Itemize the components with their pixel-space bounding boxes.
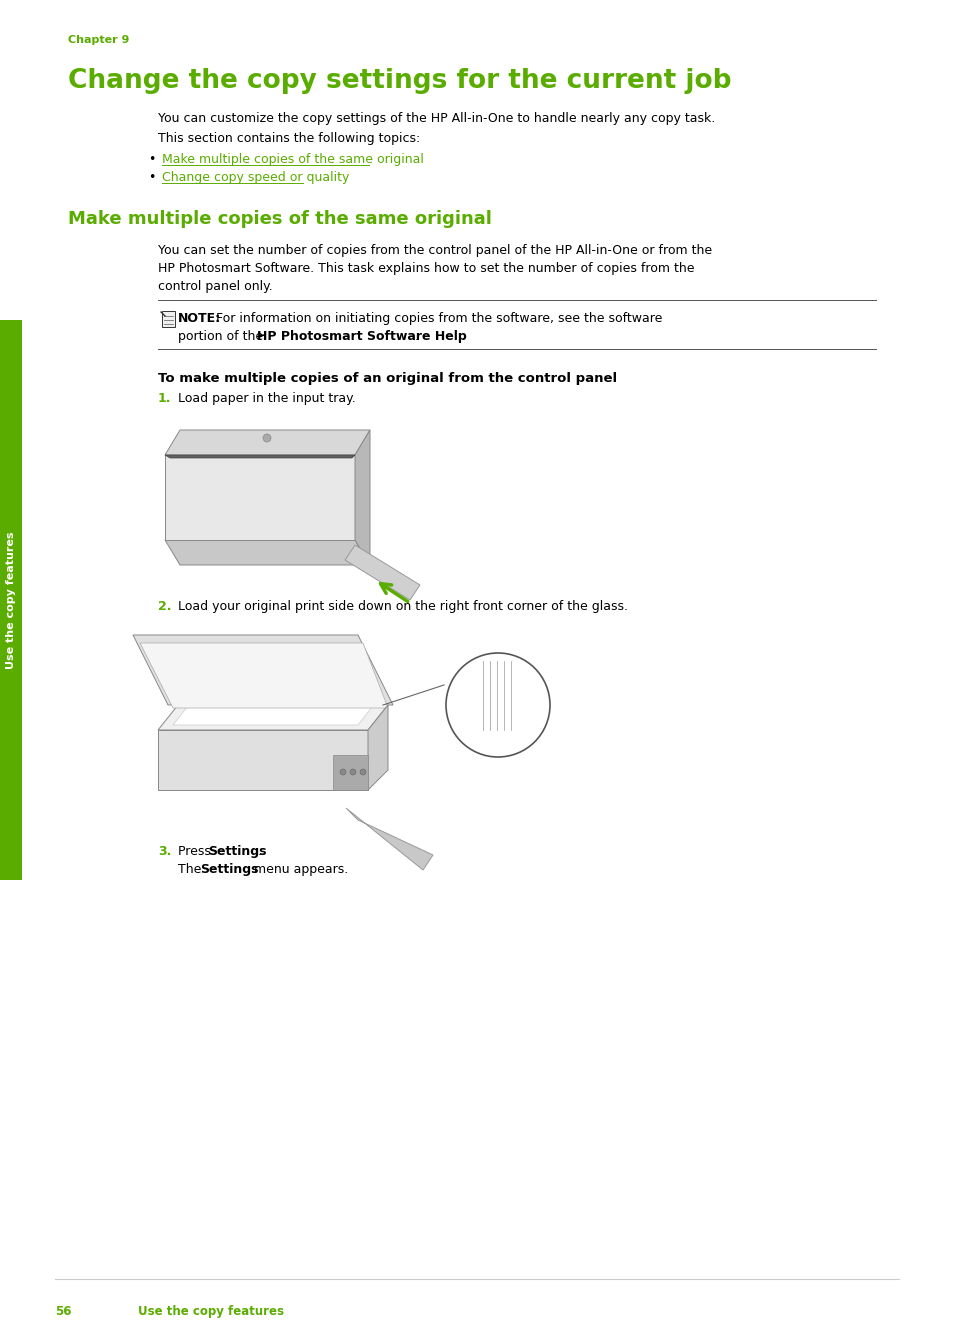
- FancyBboxPatch shape: [0, 320, 22, 880]
- Polygon shape: [140, 643, 388, 708]
- FancyBboxPatch shape: [162, 310, 174, 328]
- Polygon shape: [346, 808, 433, 871]
- Text: •: •: [148, 170, 155, 184]
- Text: This section contains the following topics:: This section contains the following topi…: [158, 132, 420, 145]
- Text: Make multiple copies of the same original: Make multiple copies of the same origina…: [68, 210, 492, 229]
- Text: For information on initiating copies from the software, see the software: For information on initiating copies fro…: [215, 312, 661, 325]
- Polygon shape: [165, 454, 355, 540]
- Text: Use the copy features: Use the copy features: [6, 531, 16, 668]
- Circle shape: [263, 435, 271, 443]
- Text: HP Photosmart Software Help: HP Photosmart Software Help: [256, 330, 466, 343]
- Text: portion of the: portion of the: [178, 330, 267, 343]
- Polygon shape: [158, 705, 388, 731]
- Polygon shape: [333, 756, 368, 790]
- Text: Use the copy features: Use the copy features: [138, 1305, 284, 1318]
- Text: The: The: [178, 863, 205, 876]
- Polygon shape: [368, 705, 388, 790]
- Text: 2.: 2.: [158, 600, 172, 613]
- Circle shape: [350, 769, 355, 775]
- Text: Settings: Settings: [200, 863, 258, 876]
- Text: menu appears.: menu appears.: [250, 863, 348, 876]
- Polygon shape: [165, 431, 370, 454]
- Text: .: .: [257, 845, 262, 859]
- Text: 3.: 3.: [158, 845, 172, 859]
- Text: Change the copy settings for the current job: Change the copy settings for the current…: [68, 67, 731, 94]
- Polygon shape: [345, 546, 419, 600]
- Text: 56: 56: [55, 1305, 71, 1318]
- Text: control panel only.: control panel only.: [158, 280, 273, 293]
- Circle shape: [339, 769, 346, 775]
- Circle shape: [359, 769, 366, 775]
- Text: Settings: Settings: [208, 845, 266, 859]
- Text: HP Photosmart Software. This task explains how to set the number of copies from : HP Photosmart Software. This task explai…: [158, 262, 694, 275]
- Text: NOTE:: NOTE:: [178, 312, 221, 325]
- Polygon shape: [132, 635, 393, 705]
- Text: Change copy speed or quality: Change copy speed or quality: [162, 170, 349, 184]
- Text: Load your original print side down on the right front corner of the glass.: Load your original print side down on th…: [178, 600, 627, 613]
- Text: Press: Press: [178, 845, 214, 859]
- Text: .: .: [415, 330, 418, 343]
- Polygon shape: [172, 701, 375, 725]
- Text: You can set the number of copies from the control panel of the HP All-in-One or : You can set the number of copies from th…: [158, 244, 711, 258]
- Polygon shape: [165, 540, 370, 565]
- Text: 1.: 1.: [158, 392, 172, 406]
- Text: To make multiple copies of an original from the control panel: To make multiple copies of an original f…: [158, 373, 617, 384]
- Circle shape: [446, 653, 550, 757]
- Polygon shape: [165, 454, 355, 458]
- Polygon shape: [355, 431, 370, 565]
- Text: Load paper in the input tray.: Load paper in the input tray.: [178, 392, 355, 406]
- Text: You can customize the copy settings of the HP All-in-One to handle nearly any co: You can customize the copy settings of t…: [158, 112, 715, 125]
- Polygon shape: [158, 731, 368, 790]
- Text: Make multiple copies of the same original: Make multiple copies of the same origina…: [162, 153, 423, 166]
- Text: Chapter 9: Chapter 9: [68, 34, 130, 45]
- Text: •: •: [148, 153, 155, 166]
